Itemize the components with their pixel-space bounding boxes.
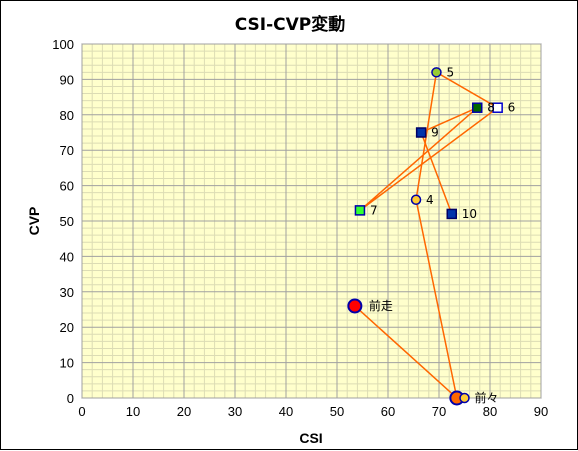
- x-tick-label: 80: [483, 404, 497, 419]
- data-point-marker: [347, 298, 363, 314]
- x-tick-label: 40: [279, 404, 293, 419]
- data-point-label: 前々: [475, 390, 499, 405]
- chart-title: CSI-CVP変動: [235, 14, 346, 35]
- data-point-label: 8: [487, 101, 495, 115]
- y-tick-label: 100: [52, 37, 74, 52]
- y-tick-label: 80: [60, 108, 74, 123]
- x-tick-label: 70: [432, 404, 446, 419]
- data-point-label: 9: [431, 126, 439, 140]
- data-point-marker: [410, 194, 422, 206]
- tick-labels: 0 10 20 30 40 50 60 70 80 90 0 10 20 30 40 50 60 70 80 90 10…: [52, 37, 548, 419]
- x-tick-label: 50: [330, 404, 344, 419]
- data-point-label: 10: [462, 207, 477, 221]
- y-axis-title: CVP: [26, 207, 42, 236]
- y-tick-label: 90: [60, 72, 74, 87]
- y-tick-label: 0: [67, 391, 74, 406]
- x-tick-label: 30: [228, 404, 242, 419]
- grid-lines: [81, 43, 542, 399]
- x-tick-label: 60: [381, 404, 395, 419]
- data-point-marker: [459, 392, 470, 404]
- data-point-label: 前走: [369, 298, 393, 313]
- data-point-label: 4: [426, 193, 434, 207]
- y-tick-label: 20: [60, 320, 74, 335]
- data-point-marker: [472, 102, 483, 113]
- y-tick-label: 40: [60, 249, 74, 264]
- x-tick-label: 0: [78, 404, 85, 419]
- data-point-marker: [354, 205, 366, 216]
- data-point-label: 6: [508, 101, 516, 115]
- data-point-marker: [492, 102, 503, 113]
- data-point-marker: [415, 127, 427, 138]
- x-tick-label: 10: [126, 404, 140, 419]
- data-point-marker: [446, 208, 457, 220]
- y-tick-label: 70: [60, 143, 74, 158]
- data-markers: [347, 67, 503, 406]
- data-point-label: 5: [446, 65, 454, 79]
- x-tick-label: 20: [177, 404, 191, 419]
- y-tick-label: 50: [60, 214, 74, 229]
- y-tick-label: 10: [60, 356, 74, 371]
- y-tick-label: 30: [60, 285, 74, 300]
- data-point-label: 7: [370, 203, 378, 217]
- x-axis-title: CSI: [299, 430, 322, 446]
- y-tick-label: 60: [60, 179, 74, 194]
- data-point-marker: [431, 67, 442, 78]
- x-tick-label: 90: [534, 404, 548, 419]
